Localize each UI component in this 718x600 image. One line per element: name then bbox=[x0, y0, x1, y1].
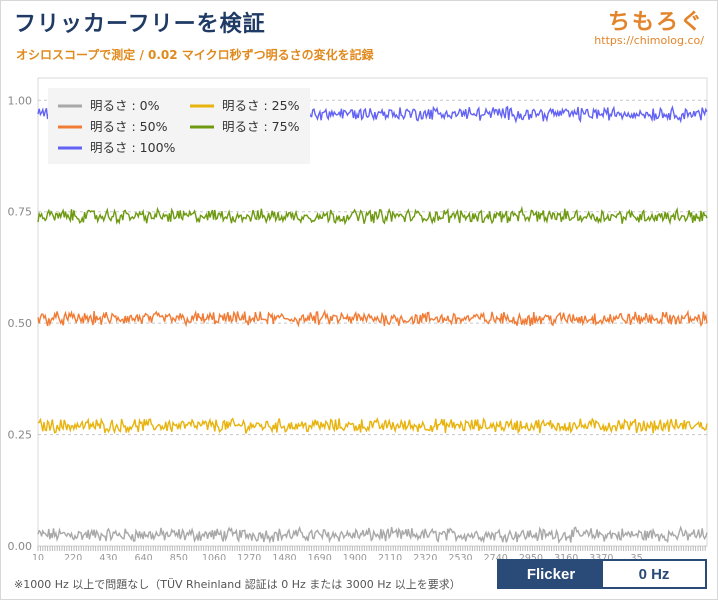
x-tick-label: 220 bbox=[64, 553, 82, 560]
legend-label: 明るさ : 75% bbox=[222, 119, 300, 134]
x-tick-label: 640 bbox=[135, 553, 153, 560]
x-tick-label: 3370 bbox=[589, 553, 613, 560]
x-tick-label: 2740 bbox=[484, 553, 508, 560]
legend-label: 明るさ : 0% bbox=[90, 98, 160, 113]
legend: 明るさ : 0% 明るさ : 25% 明るさ : 50% 明るさ : 75% 明るさ :… bbox=[48, 88, 310, 164]
legend-box bbox=[48, 88, 310, 164]
legend-label: 明るさ : 50% bbox=[90, 119, 168, 134]
x-tick-label: 2110 bbox=[378, 553, 402, 560]
series-line bbox=[37, 205, 708, 226]
x-axis-ticks bbox=[37, 546, 706, 551]
x-tick-label: 1690 bbox=[308, 553, 332, 560]
chart-area: 0.00 0.25 0.50 0.75 1.00 10 220 430 640 850 1060 12… bbox=[0, 70, 718, 560]
footnote: ※1000 Hz 以上で問題なし（TÜV Rheinland 認証は 0 Hz … bbox=[14, 578, 461, 591]
legend-label: 明るさ : 100% bbox=[90, 140, 176, 155]
line-chart: 0.00 0.25 0.50 0.75 1.00 10 220 430 640 850 1060 12… bbox=[8, 77, 708, 560]
x-tick-label: 1060 bbox=[202, 553, 226, 560]
y-tick-label: 0.50 bbox=[8, 317, 33, 330]
x-tick-label: 35 bbox=[631, 553, 643, 560]
y-tick-label: 1.00 bbox=[8, 94, 33, 107]
x-tick-label: 2950 bbox=[519, 553, 543, 560]
x-tick-label: 10 bbox=[32, 553, 44, 560]
series-line bbox=[37, 525, 708, 545]
x-tick-label: 1480 bbox=[272, 553, 296, 560]
flicker-label: Flicker bbox=[526, 565, 576, 583]
legend-label: 明るさ : 25% bbox=[222, 98, 300, 113]
flicker-result-badge: Flicker 0 Hz bbox=[497, 559, 707, 589]
series-line bbox=[37, 416, 708, 435]
x-tick-label: 1270 bbox=[237, 553, 261, 560]
x-tick-label: 2320 bbox=[413, 553, 437, 560]
y-tick-label: 0.00 bbox=[8, 540, 33, 553]
y-tick-label: 0.75 bbox=[8, 206, 33, 219]
y-tick-label: 0.25 bbox=[8, 429, 33, 442]
x-tick-label: 3160 bbox=[554, 553, 578, 560]
x-tick-label: 1900 bbox=[343, 553, 367, 560]
site-url: https://chimolog.co/ bbox=[594, 34, 704, 47]
x-tick-label: 2530 bbox=[448, 553, 472, 560]
x-tick-label: 850 bbox=[170, 553, 188, 560]
page-title: フリッカーフリーを検証 bbox=[14, 12, 266, 37]
flicker-value: 0 Hz bbox=[603, 561, 705, 587]
x-tick-label: 430 bbox=[99, 553, 117, 560]
site-logo: ちもろぐ bbox=[607, 10, 704, 35]
page-subtitle: オシロスコープで測定 / 0.02 マイクロ秒ずつ明るさの変化を記録 bbox=[16, 48, 374, 62]
series-line bbox=[37, 309, 708, 328]
